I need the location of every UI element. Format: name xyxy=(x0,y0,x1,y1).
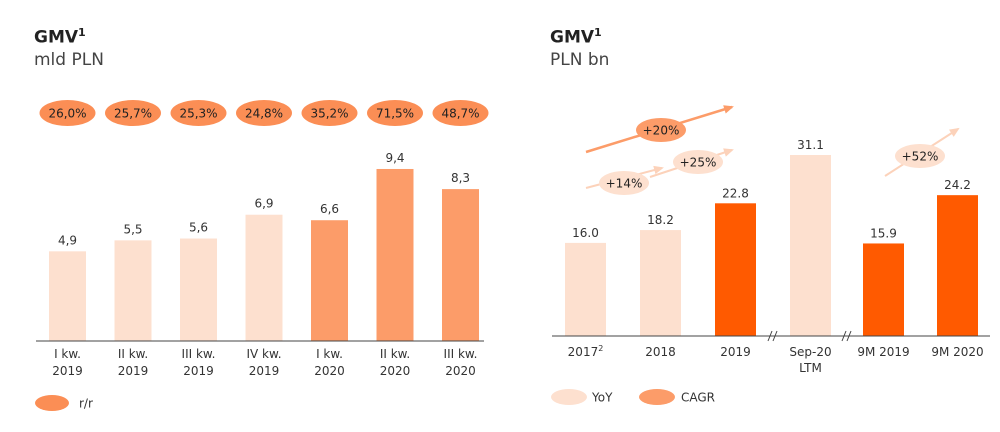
growth-pill-label: +52% xyxy=(902,150,939,164)
legend-swatch-cagr xyxy=(639,389,675,405)
bar xyxy=(114,240,152,341)
growth-pill-label: +14% xyxy=(606,177,643,191)
x-tick-label: 9M 2020 xyxy=(931,345,983,359)
bar xyxy=(790,154,831,336)
x-tick-label: I kw. xyxy=(316,347,343,361)
legend-label-yoy: r/r xyxy=(79,397,93,411)
left-chart-title: GMV1 xyxy=(34,26,86,48)
right-chart-subtitle: PLN bn xyxy=(550,50,610,70)
yoy-pill xyxy=(39,100,96,126)
yoy-arrow-2019-head xyxy=(723,148,734,157)
bar xyxy=(863,243,904,336)
axis-break-mark xyxy=(772,330,778,342)
cagr-arrow-head xyxy=(723,105,734,114)
yoy-pill-label: 25,3% xyxy=(179,107,217,121)
bar-value-label: 6,6 xyxy=(320,202,339,216)
bar xyxy=(640,230,681,336)
x-tick-label: II kw. xyxy=(118,347,148,361)
yoy-pill xyxy=(301,100,358,126)
bar xyxy=(49,251,86,341)
yoy-pill xyxy=(105,100,161,126)
yoy-pill-label: 25,7% xyxy=(114,107,152,121)
bar xyxy=(376,168,414,341)
bar xyxy=(180,238,217,341)
growth-pill xyxy=(673,150,723,174)
yoy-arrow-2018-head xyxy=(653,165,664,175)
bar xyxy=(442,189,479,341)
left-chart-subtitle: mld PLN xyxy=(34,50,104,70)
right-bar-chart: 16.0 20172 18.2 2018 22.8 2019 31.1 Sep-20 LTM 15… xyxy=(551,105,990,405)
bar-value-label: 15.9 xyxy=(870,226,897,240)
bar-value-label: 16.0 xyxy=(572,226,599,240)
bar xyxy=(937,195,978,336)
x-tick-label: III kw. xyxy=(444,347,478,361)
axis-break-mark xyxy=(846,330,852,342)
legend-label-cagr: CAGR xyxy=(681,391,715,405)
yoy-pill xyxy=(170,100,227,126)
yoy-pill-label: 48,7% xyxy=(441,107,479,121)
yoy-pill xyxy=(432,100,489,126)
yoy-arrow-9m-head xyxy=(949,127,960,137)
right-chart-title: GMV1 xyxy=(550,26,602,48)
legend-swatch-yoy xyxy=(35,395,69,411)
x-tick-label: 2019 xyxy=(183,364,214,378)
right-chart-panel: GMV1 PLN bn 16.0 20172 18.2 2018 22.8 2019 31.… xyxy=(500,0,1000,432)
x-tick-label: 2019 xyxy=(118,364,149,378)
x-tick-label: II kw. xyxy=(380,347,410,361)
x-tick-label: LTM xyxy=(799,361,822,375)
x-tick-label: Sep-20 xyxy=(789,345,831,359)
x-tick-label: 20172 xyxy=(568,344,604,359)
bar-value-label: 5,5 xyxy=(123,222,142,236)
legend-label-yoy: YoY xyxy=(591,391,613,405)
bar-value-label: 8,3 xyxy=(451,171,470,185)
yoy-pill-label: 26,0% xyxy=(48,107,86,121)
legend-swatch-yoy xyxy=(551,389,587,405)
x-tick-label: I kw. xyxy=(54,347,81,361)
yoy-pill xyxy=(236,100,292,126)
x-tick-label: 2020 xyxy=(380,364,411,378)
bar-value-label: 24.2 xyxy=(944,178,971,192)
bar-value-label: 31.1 xyxy=(797,138,824,152)
left-bar-chart: 4,9 I kw. 2019 26,0% 5,5 II kw. 2019 25,7% 5,6 II… xyxy=(35,100,489,411)
x-tick-label: 2019 xyxy=(720,345,751,359)
yoy-pill-label: 24,8% xyxy=(245,107,283,121)
axis-break-mark xyxy=(767,330,773,342)
x-tick-label: 2019 xyxy=(249,364,280,378)
yoy-pill xyxy=(367,100,423,126)
growth-pill-label: +20% xyxy=(643,124,680,138)
bar xyxy=(311,220,348,341)
x-tick-label: IV kw. xyxy=(246,347,281,361)
yoy-pill-label: 35,2% xyxy=(310,107,348,121)
bar-value-label: 22.8 xyxy=(722,186,749,200)
x-tick-label: 2018 xyxy=(645,345,676,359)
growth-pill xyxy=(636,118,686,142)
bar-value-label: 9,4 xyxy=(385,151,404,165)
x-tick-label: III kw. xyxy=(182,347,216,361)
x-tick-label: 2020 xyxy=(314,364,345,378)
bar xyxy=(715,203,756,336)
bar xyxy=(245,214,283,341)
growth-pill-label: +25% xyxy=(680,156,717,170)
bar xyxy=(565,242,606,336)
bar-value-label: 4,9 xyxy=(58,233,77,247)
x-tick-label: 2019 xyxy=(52,364,83,378)
yoy-pill-label: 71,5% xyxy=(376,107,414,121)
bar-value-label: 5,6 xyxy=(189,221,208,235)
growth-pill xyxy=(599,171,649,195)
bar-value-label: 18.2 xyxy=(647,213,674,227)
bar-value-label: 6,9 xyxy=(254,197,273,211)
growth-pill xyxy=(895,144,945,168)
x-tick-label: 2020 xyxy=(445,364,476,378)
left-chart-panel: GMV1 mld PLN 4,9 I kw. 2019 26,0% 5,5 II kw. 2… xyxy=(34,26,489,411)
x-tick-label: 9M 2019 xyxy=(857,345,909,359)
axis-break-mark xyxy=(841,330,847,342)
